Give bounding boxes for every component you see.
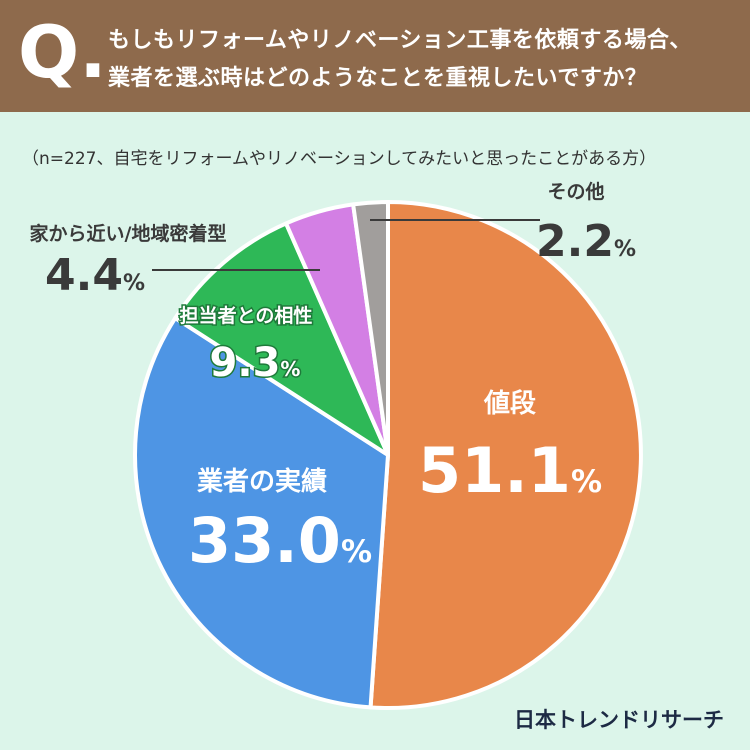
brand-logo-text: 日本トレンドリサーチ	[514, 708, 724, 732]
slice-label-1: 値段	[483, 388, 536, 419]
pie-slice-1	[368, 200, 643, 710]
slice-label-4: 家から近い/地域密着型	[30, 222, 227, 245]
pie-slice-3	[173, 221, 390, 457]
question-header: Q. もしもリフォームやリノベーション工事を依頼する場合、 業者を選ぶ時はどのよ…	[0, 0, 750, 112]
slice-value-3: 9.3%	[210, 340, 301, 386]
slice-value-5: 2.2%	[536, 216, 636, 267]
slice-value-1: 51.1%	[418, 434, 602, 507]
slice-label-2: 業者の実績	[197, 466, 327, 497]
slice-value-2: 33.0%	[188, 504, 372, 577]
slice-value-4: 4.4%	[45, 250, 145, 301]
slice-label-3: 担当者との相性	[180, 304, 313, 327]
question-mark: Q.	[18, 10, 107, 94]
pie-slice-5	[351, 199, 390, 457]
slice-label-5: その他	[547, 180, 604, 203]
sample-note: （n=227、自宅をリフォームやリノベーションしてみたいと思ったことがある方）	[22, 149, 657, 169]
question-text-line2: 業者を選ぶ時はどのようなことを重視したいですか？	[108, 66, 648, 91]
question-text-line1: もしもリフォームやリノベーション工事を依頼する場合、	[108, 28, 692, 53]
